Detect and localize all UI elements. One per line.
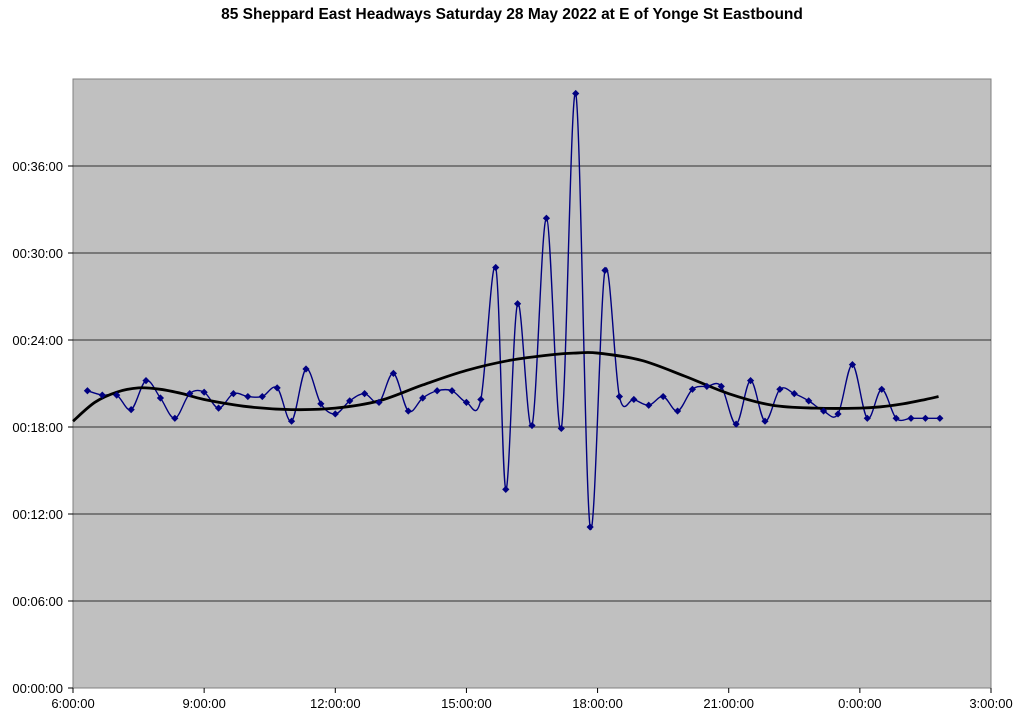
data-point (834, 410, 842, 418)
data-point (557, 424, 565, 433)
y-tick-label: 00:24:00 (12, 333, 63, 348)
data-point (746, 377, 755, 385)
x-tick-label: 6:00:00 (51, 696, 94, 711)
data-point (601, 266, 609, 274)
data-point (878, 385, 886, 393)
data-point (542, 214, 551, 222)
data-point (776, 385, 784, 393)
data-point (615, 392, 624, 401)
data-point (244, 392, 252, 401)
data-point (761, 417, 769, 425)
data-point (892, 414, 900, 422)
data-point (127, 406, 135, 414)
data-point (346, 397, 354, 405)
data-point (659, 392, 667, 401)
y-tick-label: 00:06:00 (12, 594, 63, 609)
data-point (492, 263, 500, 272)
data-point (921, 414, 930, 422)
data-point (229, 390, 238, 398)
x-tick-label: 3:00:00 (969, 696, 1012, 711)
x-tick-label: 12:00:00 (310, 696, 361, 711)
data-point (200, 388, 208, 396)
data-point (790, 390, 798, 398)
data-point (448, 387, 456, 395)
data-point (703, 382, 711, 390)
data-point (645, 401, 653, 409)
data-point (258, 392, 266, 401)
chart-title: 85 Sheppard East Headways Saturday 28 Ma… (221, 6, 803, 23)
data-point (317, 400, 325, 408)
data-point (404, 407, 412, 415)
data-point (863, 414, 871, 422)
data-point (477, 395, 485, 404)
plot-area (72, 78, 992, 689)
data-point (688, 385, 697, 393)
data-point (528, 421, 536, 430)
data-point (171, 414, 179, 422)
data-point (142, 377, 150, 385)
data-point (83, 387, 92, 395)
data-point (186, 390, 194, 398)
data-point (98, 391, 106, 399)
y-tick-label: 00:12:00 (12, 507, 63, 522)
data-point (502, 485, 510, 493)
y-tick-label: 00:36:00 (12, 159, 63, 174)
y-tick-label: 00:30:00 (12, 246, 63, 261)
data-point (936, 414, 944, 422)
data-point (113, 391, 121, 399)
data-point (513, 300, 522, 308)
data-point (907, 414, 915, 422)
y-tick-label: 00:18:00 (12, 420, 63, 435)
data-point (805, 397, 813, 405)
data-point (214, 404, 223, 412)
data-point (572, 89, 580, 98)
data-point (630, 395, 638, 404)
data-point (273, 384, 281, 392)
data-point (586, 523, 594, 531)
data-point (673, 407, 682, 415)
data-point (360, 390, 369, 398)
data-point (302, 365, 310, 373)
data-point (389, 369, 398, 377)
data-point (717, 382, 725, 390)
data-point (848, 361, 857, 369)
data-point (375, 398, 383, 406)
data-point (732, 420, 740, 428)
x-tick-label: 18:00:00 (572, 696, 623, 711)
data-point (287, 417, 296, 425)
x-tick-label: 21:00:00 (703, 696, 754, 711)
data-point (156, 394, 165, 402)
data-point (331, 410, 339, 418)
data-point (433, 387, 441, 395)
x-tick-label: 15:00:00 (441, 696, 492, 711)
data-point (419, 394, 427, 402)
data-point (819, 407, 828, 415)
data-point (462, 398, 471, 406)
y-tick-label: 00:00:00 (12, 681, 63, 696)
x-tick-label: 0:00:00 (838, 696, 881, 711)
trend-line (72, 351, 939, 423)
x-tick-label: 9:00:00 (182, 696, 225, 711)
